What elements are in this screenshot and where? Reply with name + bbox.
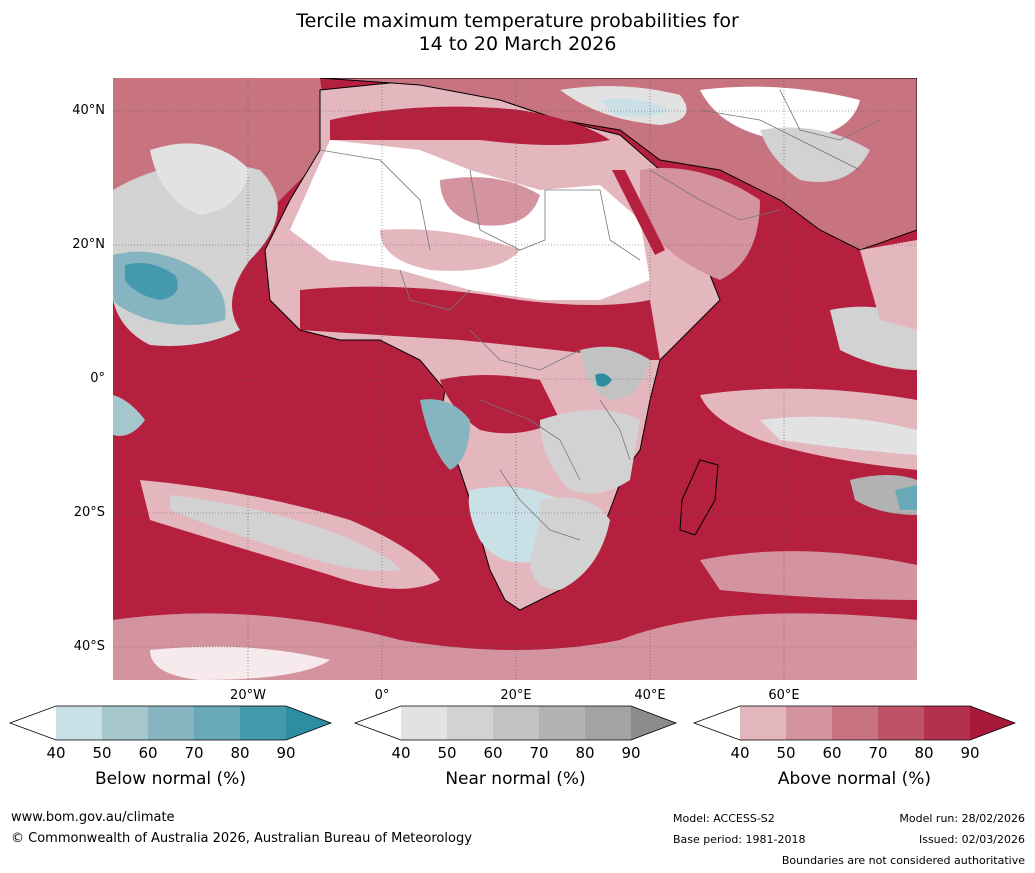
colorbar-below-segment [148, 706, 194, 740]
above-tick: 90 [960, 744, 980, 762]
lon-label-20w: 20°W [230, 688, 266, 703]
angola-coast-below [420, 399, 470, 470]
colorbar-above-segment [924, 706, 970, 740]
below-tick: 50 [92, 744, 112, 762]
near-tick: 50 [437, 744, 457, 762]
colorbar-near-segment [401, 706, 447, 740]
below-normal-title: Below normal (%) [95, 769, 246, 789]
below-tick: 70 [184, 744, 204, 762]
colorbar-above-segment [878, 706, 924, 740]
atlantic-near-light [150, 143, 250, 215]
colorbar-above-segment [970, 706, 1015, 740]
lat-label-40s: 40°S [73, 639, 105, 654]
chart-title: Tercile maximum temperature probabilitie… [0, 10, 1035, 56]
lat-label-20s: 20°S [73, 505, 105, 520]
above-normal-title: Above normal (%) [777, 769, 932, 789]
indian-ocean-south-band [700, 551, 917, 600]
south-atlantic-near [170, 495, 400, 571]
colorbar-near-segment [631, 706, 676, 740]
india-above [860, 240, 917, 330]
colorbar-above-segment [786, 706, 832, 740]
above-tick: 40 [730, 744, 750, 762]
colorbar-near [353, 705, 678, 741]
title-line-1: Tercile maximum temperature probabilitie… [296, 10, 739, 32]
colorbar-above-segment [694, 706, 740, 740]
iran-near [760, 127, 870, 182]
near-tick: 90 [621, 744, 641, 762]
colorbar-below [8, 705, 333, 741]
lon-label-0: 0° [374, 688, 390, 703]
above-tick: 70 [868, 744, 888, 762]
sahara-above-patch [440, 177, 540, 226]
arabia-above [640, 168, 760, 280]
below-tick: 40 [46, 744, 66, 762]
colorbar-near-segment [539, 706, 585, 740]
below-tick: 60 [138, 744, 158, 762]
colorbar-below-segment [240, 706, 286, 740]
red-sea [612, 170, 665, 255]
footer-issued: Issued: 02/03/2026 [918, 833, 1025, 846]
mediterranean-sea [330, 106, 610, 145]
above-tick: 80 [914, 744, 934, 762]
colorbar-near-segment [493, 706, 539, 740]
lon-label-20e: 20°E [500, 688, 532, 703]
country-borders [319, 89, 881, 541]
atlantic-below-core [125, 262, 178, 300]
footer-model: Model: ACCESS-S2 [673, 812, 775, 825]
colorbar-below-segment [56, 706, 102, 740]
near-tick: 70 [529, 744, 549, 762]
above-tick: 50 [776, 744, 796, 762]
southern-africa-near [530, 497, 610, 590]
colorbar-below-segment [194, 706, 240, 740]
indian-ocean-near [760, 416, 917, 455]
colorbar-below-segment [102, 706, 148, 740]
colorbar-above-outline [692, 705, 1017, 741]
colorbar-near-segment [585, 706, 631, 740]
lat-label-20n: 20°N [72, 237, 105, 252]
near-tick: 40 [391, 744, 411, 762]
central-africa-above [440, 375, 560, 434]
lat-label-0: 0° [90, 371, 105, 386]
southern-ocean-white [150, 646, 330, 680]
lon-label-40e: 40°E [634, 688, 666, 703]
black-sea-below [600, 98, 670, 117]
great-lakes-near [580, 346, 650, 400]
colorbar-above-segment [740, 706, 786, 740]
lake-victoria-below [595, 373, 612, 387]
colorbar-below-segment [10, 706, 56, 740]
sahel-above-patch [380, 229, 520, 271]
title-line-2: 14 to 20 March 2026 [418, 33, 617, 55]
colorbar-near-segment [447, 706, 493, 740]
map-area [113, 78, 917, 680]
below-tick: 90 [276, 744, 296, 762]
footer-model-run: Model run: 28/02/2026 [899, 812, 1025, 825]
near-tick: 60 [483, 744, 503, 762]
indian-ocean-below [895, 485, 917, 510]
near-tick: 80 [575, 744, 595, 762]
above-tick: 60 [822, 744, 842, 762]
colorbar-near-segment [355, 706, 401, 740]
colorbar-above-segment [832, 706, 878, 740]
footer-base-period: Base period: 1981-2018 [673, 833, 806, 846]
lon-label-60e: 60°E [768, 688, 800, 703]
central-asia-white [700, 86, 860, 140]
footer-copyright: © Commonwealth of Australia 2026, Austra… [11, 831, 472, 846]
colorbar-below-segment [286, 706, 331, 740]
madagascar [679, 459, 719, 536]
south-atlantic-below [113, 395, 145, 436]
colorbar-below-outline [8, 705, 333, 741]
colorbar-near-outline [353, 705, 678, 741]
east-africa-near [540, 410, 640, 494]
lat-label-40n: 40°N [72, 103, 105, 118]
colorbar-above [692, 705, 1017, 741]
footer-url: www.bom.gov.au/climate [11, 810, 175, 825]
gridlines [113, 78, 917, 680]
near-normal-title: Near normal (%) [445, 769, 586, 789]
west-africa-above-band [300, 286, 660, 360]
footer-disclaimer: Boundaries are not considered authoritat… [781, 854, 1025, 867]
below-tick: 80 [230, 744, 250, 762]
